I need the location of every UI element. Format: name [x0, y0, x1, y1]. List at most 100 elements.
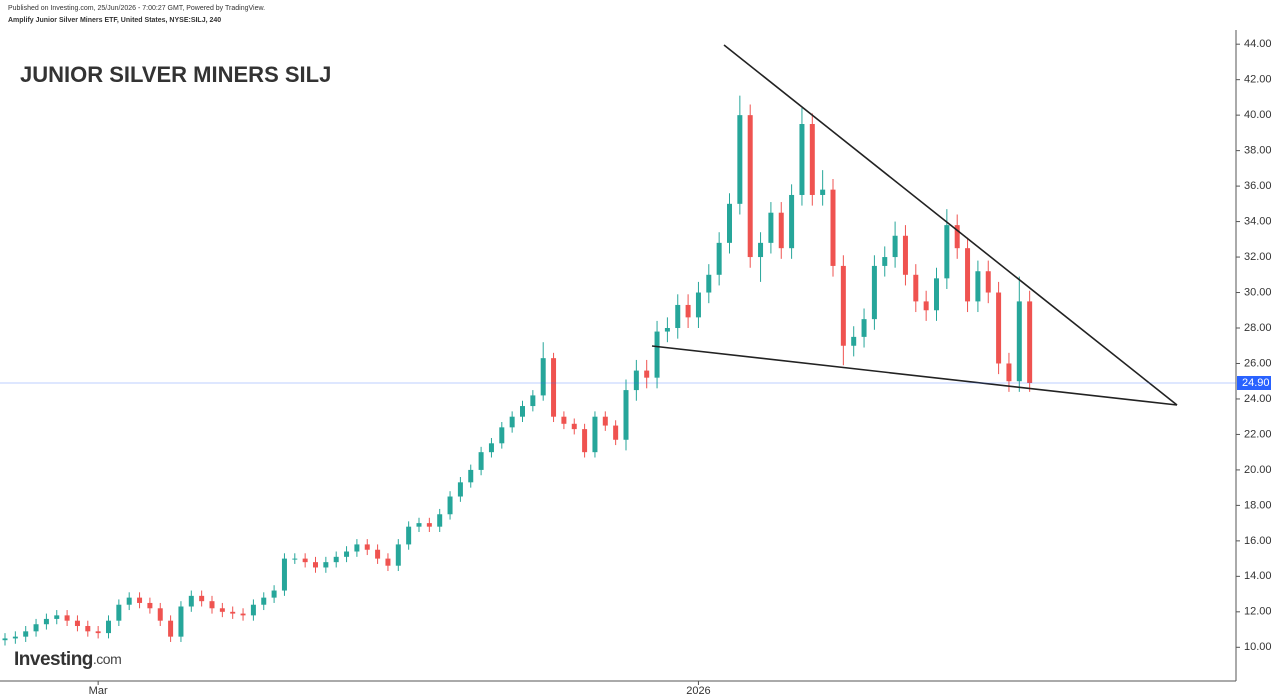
candle-body: [840, 265, 846, 346]
logo-suffix: .com: [93, 651, 121, 667]
candle-body: [861, 319, 867, 337]
candle-body: [406, 526, 412, 545]
candle-body: [219, 608, 225, 612]
candle-body: [437, 514, 443, 527]
y-tick-label: 44.00: [1244, 38, 1272, 50]
candle-body: [716, 242, 722, 275]
candle-body: [333, 556, 339, 563]
y-tick-label: 42.00: [1244, 74, 1272, 86]
y-tick-label: 30.00: [1244, 286, 1272, 298]
candle-body: [540, 358, 546, 396]
x-tick-label: 2026: [686, 685, 710, 697]
candle-body: [996, 292, 1002, 364]
candle-body: [199, 595, 205, 602]
candle-body: [271, 590, 277, 598]
candle-body: [488, 443, 494, 453]
y-tick-label: 20.00: [1244, 464, 1272, 476]
candle-body: [292, 558, 298, 560]
candle-body: [644, 370, 650, 378]
candle-body: [395, 544, 401, 566]
candle-body: [758, 242, 764, 258]
candle-body: [157, 608, 163, 621]
y-tick-label: 32.00: [1244, 251, 1272, 263]
candle-body: [106, 620, 111, 634]
candle-body: [675, 304, 681, 329]
candle-body: [975, 271, 981, 302]
candle-body: [520, 406, 525, 417]
candle-body: [902, 235, 908, 275]
candle-body: [582, 429, 588, 453]
candle-body: [664, 328, 670, 332]
candle-body: [695, 292, 701, 318]
candle-body: [1006, 363, 1012, 382]
candle-body: [74, 620, 80, 627]
upper-trendline: [723, 44, 1178, 406]
candle-body: [633, 370, 639, 391]
candle-body: [240, 613, 246, 616]
published-note: Published on Investing.com, 25/Jun/2026 …: [8, 5, 265, 12]
candle-body: [820, 189, 826, 195]
logo: Investing.com: [14, 649, 121, 670]
candle-body: [64, 615, 70, 621]
candle-body: [965, 248, 971, 302]
candle-body: [871, 265, 877, 320]
y-tick-label: 26.00: [1244, 357, 1272, 369]
y-tick-label: 38.00: [1244, 145, 1272, 157]
candle-body: [913, 274, 919, 302]
candle-body: [727, 203, 732, 243]
y-tick-label: 40.00: [1244, 109, 1272, 121]
candle-body: [385, 558, 391, 566]
candle-body: [923, 301, 929, 311]
candle-body: [985, 271, 991, 293]
candle-body: [1016, 301, 1022, 382]
candle-body: [789, 194, 795, 249]
candle-body: [623, 390, 629, 440]
y-tick-label: 16.00: [1244, 535, 1272, 547]
candle-body: [426, 523, 432, 527]
candle-body: [509, 416, 515, 428]
candle-body: [934, 278, 939, 311]
last-price-box: [1237, 375, 1271, 390]
candle-body: [230, 611, 236, 614]
candle-body: [457, 482, 463, 497]
y-tick-label: 34.00: [1244, 215, 1272, 227]
candle-body: [954, 225, 960, 249]
candle-body: [2, 638, 8, 641]
candle-body: [551, 358, 557, 417]
candle-body: [447, 496, 453, 515]
candle-body: [468, 469, 474, 483]
candle-body: [261, 597, 267, 605]
candle-body: [478, 452, 484, 470]
candle-body: [364, 544, 370, 550]
candle-body: [747, 115, 753, 258]
candle-body: [375, 549, 381, 559]
candle-body: [85, 626, 91, 632]
instrument-note: Amplify Junior Silver Miners ETF, United…: [8, 17, 221, 24]
candle-body: [416, 523, 422, 527]
chart-title: JUNIOR SILVER MINERS SILJ: [20, 62, 331, 87]
candle-body: [737, 115, 743, 204]
last-price-label: 24.90: [1242, 377, 1270, 389]
candle-body: [147, 602, 153, 609]
candle-body: [944, 225, 950, 279]
y-tick-label: 24.00: [1244, 393, 1272, 405]
candle-body: [799, 124, 805, 195]
y-tick-label: 28.00: [1244, 322, 1272, 334]
candle-body: [188, 595, 194, 607]
candle-body: [561, 416, 567, 424]
candle-body: [530, 395, 536, 407]
candle-body: [354, 544, 360, 552]
candle-body: [344, 551, 350, 557]
candle-body: [302, 558, 308, 563]
candle-body: [281, 558, 287, 591]
candle-body: [95, 631, 101, 634]
candle-body: [882, 257, 888, 266]
candle-body: [178, 606, 184, 637]
candle-body: [116, 604, 122, 621]
y-tick-label: 36.00: [1244, 180, 1272, 192]
candle-body: [706, 274, 712, 293]
x-tick-label: Mar: [89, 685, 108, 697]
plot-area: [2, 95, 1033, 646]
